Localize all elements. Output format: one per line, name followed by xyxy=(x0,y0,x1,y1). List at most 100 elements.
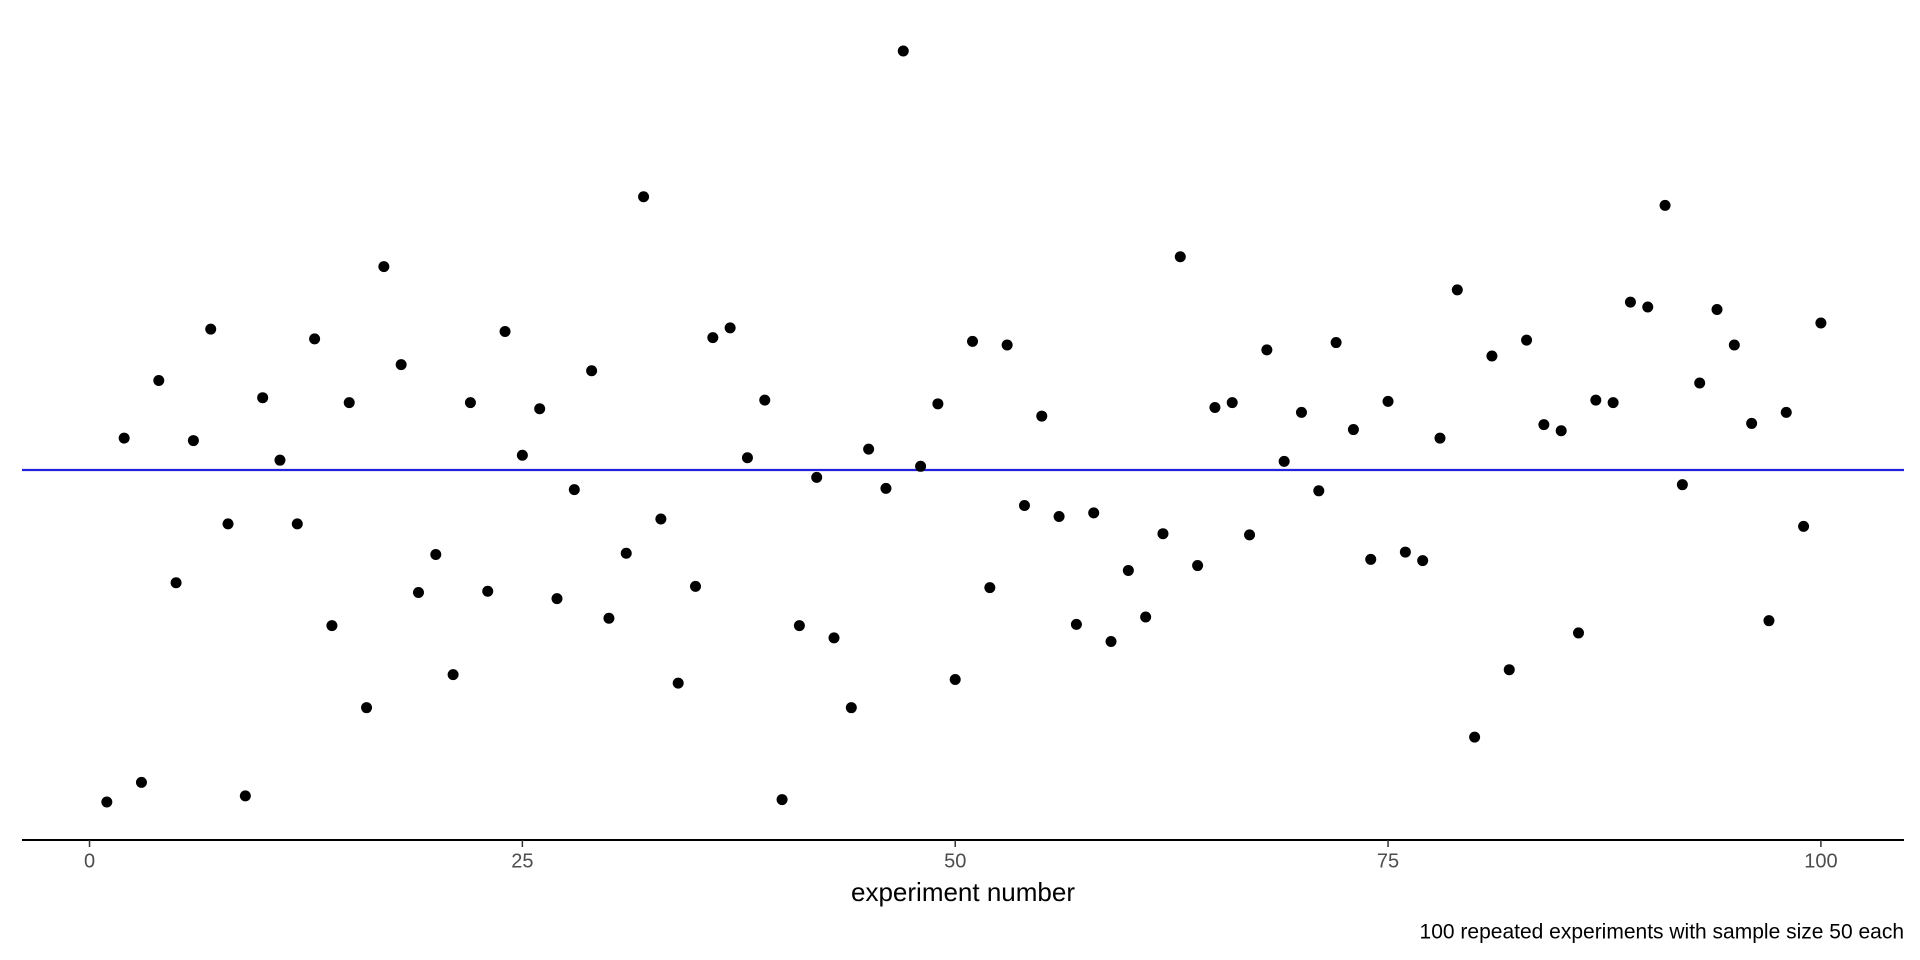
point xyxy=(1001,339,1013,351)
point xyxy=(1295,406,1307,418)
point xyxy=(499,326,511,338)
point xyxy=(1365,553,1377,565)
point xyxy=(741,452,753,464)
point xyxy=(1347,424,1359,436)
point xyxy=(187,435,199,447)
point xyxy=(828,632,840,644)
point xyxy=(361,702,373,714)
point xyxy=(1278,455,1290,467)
point xyxy=(793,620,805,632)
point xyxy=(1642,301,1654,313)
point xyxy=(551,593,563,605)
point xyxy=(1105,636,1117,648)
point xyxy=(239,790,251,802)
point xyxy=(845,702,857,714)
point xyxy=(984,582,996,594)
point xyxy=(1694,377,1706,389)
point xyxy=(343,397,355,409)
point xyxy=(257,392,269,404)
point xyxy=(222,518,234,530)
point xyxy=(516,449,528,461)
point xyxy=(690,580,702,592)
point xyxy=(724,322,736,334)
point xyxy=(309,333,321,345)
point xyxy=(135,776,147,788)
point xyxy=(1607,397,1619,409)
point xyxy=(1676,479,1688,491)
point xyxy=(1330,337,1342,349)
point xyxy=(326,620,338,632)
point xyxy=(638,191,650,203)
point xyxy=(1451,284,1463,296)
point xyxy=(603,612,615,624)
point xyxy=(967,335,979,347)
point xyxy=(1209,401,1221,413)
point xyxy=(1798,520,1810,532)
point xyxy=(1555,425,1567,437)
point xyxy=(534,403,546,415)
point xyxy=(1313,485,1325,497)
point xyxy=(759,394,771,406)
x-tick-label: 25 xyxy=(511,850,533,872)
point xyxy=(291,518,303,530)
point xyxy=(949,673,961,685)
point xyxy=(1486,350,1498,362)
point xyxy=(1226,397,1238,409)
point xyxy=(482,585,494,597)
point xyxy=(620,547,632,559)
point xyxy=(430,549,442,561)
point xyxy=(915,460,927,472)
point xyxy=(1174,251,1186,263)
point xyxy=(897,45,909,57)
point xyxy=(932,398,944,410)
point xyxy=(274,454,286,466)
x-tick-label: 0 xyxy=(84,850,95,872)
point xyxy=(1746,417,1758,429)
point xyxy=(153,375,165,387)
point xyxy=(170,577,182,589)
point xyxy=(378,261,390,273)
point xyxy=(707,332,719,344)
point xyxy=(1122,564,1134,576)
point xyxy=(1382,395,1394,407)
x-tick-label: 50 xyxy=(944,850,966,872)
point xyxy=(1192,560,1204,572)
point xyxy=(1815,317,1827,329)
point xyxy=(1070,618,1082,630)
point xyxy=(1573,627,1585,639)
x-tick-label: 75 xyxy=(1377,850,1399,872)
point xyxy=(1728,339,1740,351)
point xyxy=(1503,664,1515,676)
point xyxy=(101,796,113,808)
point xyxy=(586,365,598,377)
point xyxy=(1244,529,1256,541)
point xyxy=(568,484,580,496)
point xyxy=(1711,303,1723,315)
point xyxy=(395,359,407,371)
point xyxy=(1469,731,1481,743)
x-tick-label: 100 xyxy=(1804,850,1837,872)
point xyxy=(1434,432,1446,444)
point xyxy=(1399,546,1411,558)
point xyxy=(1538,419,1550,431)
point xyxy=(1157,528,1169,540)
caption: 100 repeated experiments with sample siz… xyxy=(1420,921,1904,944)
point xyxy=(776,794,788,806)
point xyxy=(1590,394,1602,406)
point xyxy=(811,471,823,483)
point xyxy=(1018,500,1030,512)
point xyxy=(863,443,875,455)
point xyxy=(412,587,424,599)
x-axis-label: experiment number xyxy=(851,877,1075,907)
point xyxy=(464,397,476,409)
point xyxy=(1417,555,1429,567)
point xyxy=(1261,344,1273,356)
point xyxy=(118,432,130,444)
point xyxy=(1053,511,1065,523)
point xyxy=(205,323,217,335)
point xyxy=(1624,296,1636,308)
point xyxy=(1140,611,1152,623)
point xyxy=(880,482,892,494)
point xyxy=(447,669,459,681)
